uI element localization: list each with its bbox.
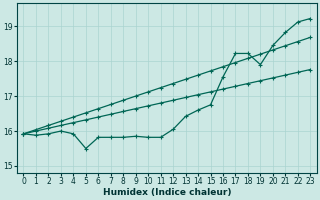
X-axis label: Humidex (Indice chaleur): Humidex (Indice chaleur) [103, 188, 231, 197]
